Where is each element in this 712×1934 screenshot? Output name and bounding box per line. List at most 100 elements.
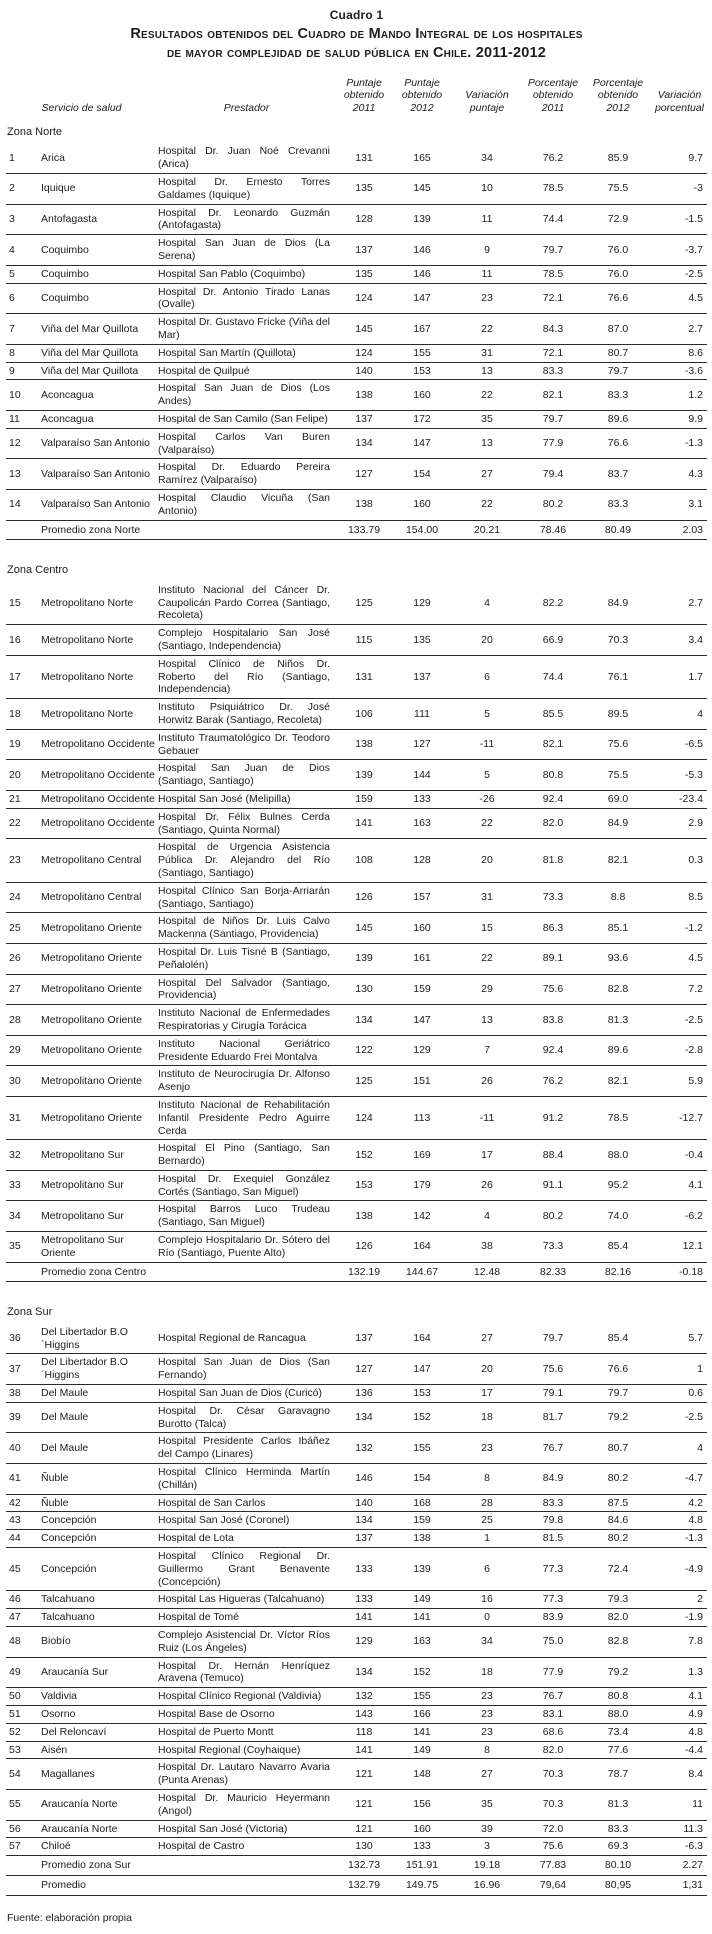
cell-porcentaje-2012: 82.0 (584, 1608, 652, 1628)
cell-porcentaje-2012: 80.49 (584, 520, 652, 541)
cell-porcentaje-2012: 89.6 (584, 1035, 652, 1067)
cell-puntaje-2012: 129 (392, 581, 452, 626)
cell-variacion-porcentual: -3.6 (652, 362, 707, 381)
cell-row-number: 54 (6, 1758, 40, 1790)
cell-variacion-porcentual: 4.8 (652, 1511, 707, 1531)
cell-servicio: Metropolitano Norte (40, 624, 157, 656)
cell-variacion-porcentual: 3.1 (652, 489, 707, 521)
cell-prestador: Hospital Dr. Ernesto Torres Galdames (Iq… (157, 173, 336, 205)
cell-puntaje-2011: 130 (336, 974, 392, 1006)
cell-prestador: Hospital de San Camilo (San Felipe) (157, 410, 336, 429)
cell-row-number: 1 (6, 143, 40, 175)
cell-porcentaje-2011: 74.4 (522, 204, 584, 236)
cell-prestador: Hospital de Puerto Montt (157, 1723, 336, 1742)
table-row: 49 Araucanía Sur Hospital Dr. Hernán Hen… (6, 1657, 707, 1689)
cell-variacion-puntaje: 23 (452, 1432, 522, 1465)
cell-puntaje-2011: 146 (336, 1463, 392, 1495)
cell-porcentaje-2012: 70.3 (584, 624, 652, 656)
cell-servicio: Metropolitano Norte (40, 581, 157, 626)
cell-variacion-puntaje: 27 (452, 1323, 522, 1355)
cell-summary-label: Promedio zona Centro (40, 1262, 336, 1283)
cell-porcentaje-2011: 77.3 (522, 1547, 584, 1592)
cell-puntaje-2011: 132.73 (336, 1855, 392, 1876)
cell-variacion-porcentual: 0.3 (652, 838, 707, 883)
cell-puntaje-2012: 152 (392, 1402, 452, 1434)
cell-row-number: 26 (6, 943, 40, 975)
cell-row-number: 41 (6, 1463, 40, 1495)
cell-row-number: 42 (6, 1494, 40, 1513)
cell-porcentaje-2012: 72.9 (584, 204, 652, 236)
cell-variacion-puntaje: 8 (452, 1741, 522, 1760)
summary-row: Promedio zona Centro 132.19 144.67 12.48… (6, 1262, 707, 1283)
cell-puntaje-2011: 127 (336, 458, 392, 491)
cell-puntaje-2012: 147 (392, 1353, 452, 1386)
cell-porcentaje-2012: 69.0 (584, 790, 652, 809)
cell-variacion-porcentual: -23.4 (652, 790, 707, 809)
cell-prestador: Hospital Dr. Mauricio Heyermann (Angol) (157, 1789, 336, 1821)
table-row: 37 Del Libertador B.O´Higgins Hospital S… (6, 1353, 707, 1386)
cell-porcentaje-2012: 76.6 (584, 283, 652, 315)
cell-variacion-puntaje: 17 (452, 1384, 522, 1403)
cell-row-number: 33 (6, 1170, 40, 1202)
table-row: 9 Viña del Mar Quillota Hospital de Quil… (6, 362, 707, 381)
cell-row-number: 13 (6, 458, 40, 491)
cell-porcentaje-2012: 95.2 (584, 1170, 652, 1202)
cell-variacion-puntaje: 10 (452, 173, 522, 205)
cell-prestador: Hospital de Quilpué (157, 362, 336, 381)
cell-porcentaje-2011: 83.1 (522, 1705, 584, 1724)
cell-servicio: Metropolitano Norte (40, 698, 157, 730)
cell-prestador: Hospital Clínico Herminda Martín (Chillá… (157, 1463, 336, 1495)
cell-porcentaje-2011: 79.7 (522, 410, 584, 429)
cell-porcentaje-2012: 80.10 (584, 1855, 652, 1876)
table-row: 47 Talcahuano Hospital de Tomé 141 141 0… (6, 1608, 707, 1628)
cell-porcentaje-2011: 75.6 (522, 974, 584, 1006)
cell-row-number: 38 (6, 1384, 40, 1403)
cell-variacion-porcentual: 1 (652, 1353, 707, 1386)
cell-row-number: 44 (6, 1529, 40, 1549)
cell-variacion-porcentual: 1.2 (652, 379, 707, 412)
cell-porcentaje-2012: 82.16 (584, 1262, 652, 1283)
cell-puntaje-2011: 125 (336, 1065, 392, 1097)
cell-servicio: Concepción (40, 1547, 157, 1592)
cell-variacion-porcentual: 0.6 (652, 1384, 707, 1403)
cell-variacion-puntaje: 17 (452, 1139, 522, 1171)
cell-porcentaje-2012: 75.5 (584, 759, 652, 791)
cell-row-number: 36 (6, 1323, 40, 1355)
cell-porcentaje-2012: 85.1 (584, 912, 652, 944)
cell-servicio: Viña del Mar Quillota (40, 362, 157, 381)
cell-variacion-porcentual: -4.7 (652, 1463, 707, 1495)
cell-variacion-puntaje: 5 (452, 759, 522, 791)
cell-porcentaje-2011: 68.6 (522, 1723, 584, 1742)
cell-puntaje-2011: 139 (336, 943, 392, 975)
cell-variacion-puntaje: 8 (452, 1463, 522, 1495)
cell-variacion-porcentual: -6.3 (652, 1837, 707, 1857)
cell-porcentaje-2011: 86.3 (522, 912, 584, 944)
cell-puntaje-2011: 133 (336, 1547, 392, 1592)
cell-servicio: Metropolitano Sur (40, 1170, 157, 1202)
cell-puntaje-2011: 134 (336, 1402, 392, 1434)
cell-prestador: Hospital Regional (Coyhaique) (157, 1741, 336, 1760)
cell-porcentaje-2012: 93.6 (584, 943, 652, 975)
cell-prestador: Hospital Del Salvador (Santiago, Provide… (157, 974, 336, 1006)
cell-prestador: Hospital San Martín (Quillota) (157, 344, 336, 363)
cell-variacion-puntaje: 34 (452, 143, 522, 175)
cell-prestador: Hospital Regional de Rancagua (157, 1323, 336, 1355)
cell-porcentaje-2012: 83.7 (584, 458, 652, 491)
cell-variacion-porcentual: 4.2 (652, 1494, 707, 1513)
table-row: 10 Aconcagua Hospital San Juan de Dios (… (6, 379, 707, 412)
cell-puntaje-2012: 160 (392, 489, 452, 521)
cell-puntaje-2011: 137 (336, 234, 392, 266)
cell-porcentaje-2011: 73.3 (522, 882, 584, 914)
cell-porcentaje-2011: 82.33 (522, 1262, 584, 1283)
cell-row-number: 7 (6, 313, 40, 345)
cell-variacion-puntaje: 31 (452, 882, 522, 914)
cell-porcentaje-2012: 8.8 (584, 882, 652, 914)
cell-prestador: Hospital Dr. Hernán Henríquez Aravena (T… (157, 1657, 336, 1689)
cell-variacion-puntaje: 25 (452, 1511, 522, 1531)
cell-variacion-porcentual: -0.18 (652, 1262, 707, 1283)
cell-row-number: 34 (6, 1200, 40, 1233)
cell-servicio: Del Maule (40, 1402, 157, 1434)
cell-porcentaje-2012: 80.2 (584, 1463, 652, 1495)
cell-puntaje-2012: 133 (392, 1837, 452, 1857)
cell-servicio: Arica (40, 143, 157, 175)
